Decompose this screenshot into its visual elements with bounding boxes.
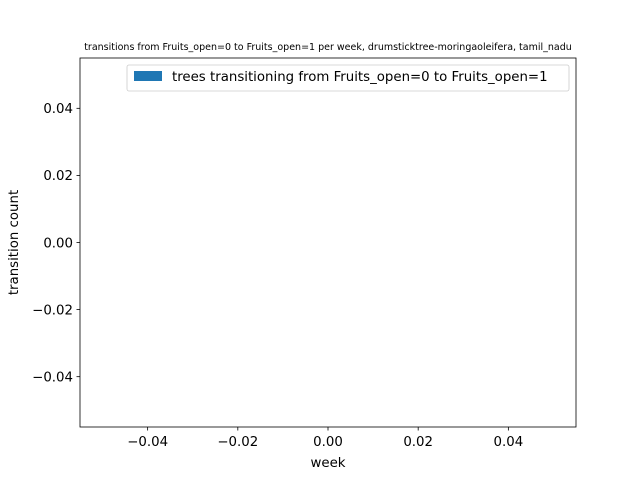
legend-label: trees transitioning from Fruits_open=0 t… — [172, 70, 548, 85]
y-tick-label: −0.02 — [32, 303, 73, 318]
x-tick-label: 0.02 — [403, 435, 433, 450]
y-tick-label: −0.04 — [32, 370, 73, 385]
x-tick-label: −0.04 — [127, 435, 168, 450]
x-tick-label: 0.04 — [494, 435, 524, 450]
y-tick-label: 0.02 — [43, 169, 73, 184]
x-tick-label: −0.02 — [217, 435, 258, 450]
y-axis-label: transition count — [7, 190, 22, 295]
x-axis-label: week — [310, 456, 345, 471]
y-tick-label: 0.04 — [43, 102, 73, 117]
y-axis-ticks: −0.04 −0.02 0.00 0.02 0.04 — [32, 102, 80, 385]
legend-swatch — [134, 71, 162, 81]
plot-area — [80, 58, 576, 427]
x-axis-ticks: −0.04 −0.02 0.00 0.02 0.04 — [127, 427, 523, 450]
y-tick-label: 0.00 — [43, 236, 73, 251]
legend: trees transitioning from Fruits_open=0 t… — [126, 64, 570, 92]
legend-box — [126, 64, 570, 92]
x-tick-label: 0.00 — [313, 435, 343, 450]
chart-title: transitions from Fruits_open=0 to Fruits… — [84, 42, 572, 53]
plot-frame — [79, 57, 577, 428]
